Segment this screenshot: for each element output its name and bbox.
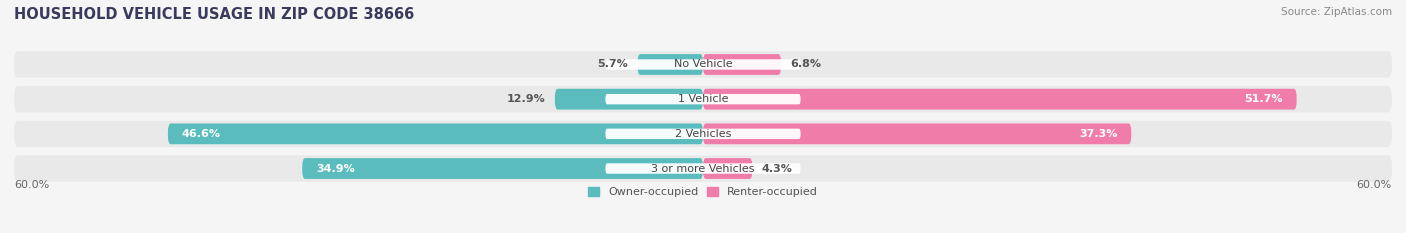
FancyBboxPatch shape (14, 121, 1392, 147)
Text: Source: ZipAtlas.com: Source: ZipAtlas.com (1281, 7, 1392, 17)
FancyBboxPatch shape (14, 86, 1392, 112)
Text: 60.0%: 60.0% (14, 180, 49, 190)
FancyBboxPatch shape (606, 94, 800, 104)
FancyBboxPatch shape (606, 59, 800, 70)
FancyBboxPatch shape (703, 123, 1132, 144)
FancyBboxPatch shape (637, 54, 703, 75)
Text: 12.9%: 12.9% (508, 94, 546, 104)
FancyBboxPatch shape (703, 158, 752, 179)
Text: 4.3%: 4.3% (762, 164, 793, 174)
Text: HOUSEHOLD VEHICLE USAGE IN ZIP CODE 38666: HOUSEHOLD VEHICLE USAGE IN ZIP CODE 3866… (14, 7, 415, 22)
Text: 60.0%: 60.0% (1357, 180, 1392, 190)
Text: 46.6%: 46.6% (181, 129, 221, 139)
Text: 51.7%: 51.7% (1244, 94, 1282, 104)
FancyBboxPatch shape (703, 89, 1296, 110)
FancyBboxPatch shape (606, 129, 800, 139)
Legend: Owner-occupied, Renter-occupied: Owner-occupied, Renter-occupied (588, 187, 818, 197)
Text: 2 Vehicles: 2 Vehicles (675, 129, 731, 139)
Text: 34.9%: 34.9% (316, 164, 354, 174)
Text: 3 or more Vehicles: 3 or more Vehicles (651, 164, 755, 174)
FancyBboxPatch shape (14, 155, 1392, 182)
Text: 37.3%: 37.3% (1080, 129, 1118, 139)
FancyBboxPatch shape (606, 163, 800, 174)
Text: 6.8%: 6.8% (790, 59, 821, 69)
FancyBboxPatch shape (555, 89, 703, 110)
FancyBboxPatch shape (167, 123, 703, 144)
Text: No Vehicle: No Vehicle (673, 59, 733, 69)
FancyBboxPatch shape (14, 51, 1392, 78)
Text: 1 Vehicle: 1 Vehicle (678, 94, 728, 104)
FancyBboxPatch shape (302, 158, 703, 179)
FancyBboxPatch shape (703, 54, 782, 75)
Text: 5.7%: 5.7% (598, 59, 628, 69)
